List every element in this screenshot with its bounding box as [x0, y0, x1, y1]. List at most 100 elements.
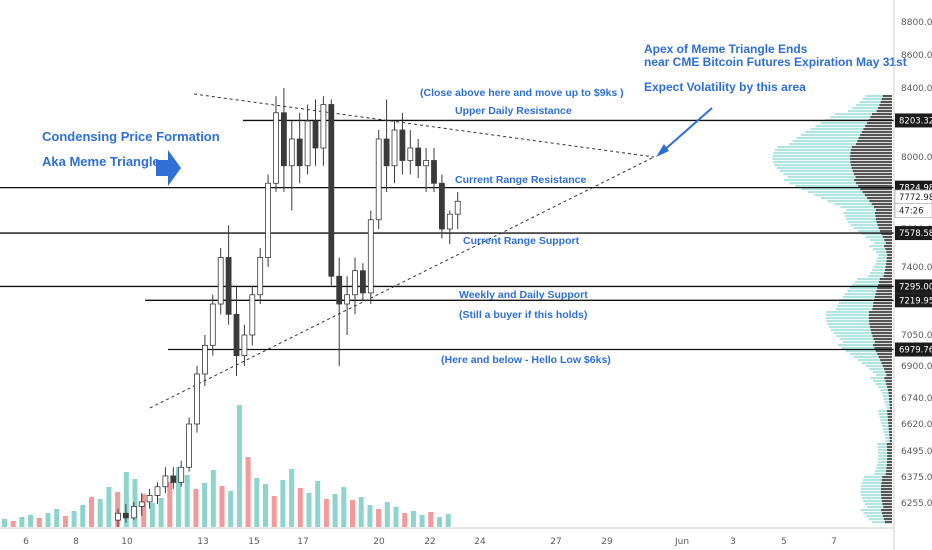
- volume-profile-bar: [871, 521, 885, 524]
- volume-profile-core: [888, 395, 892, 398]
- volume-profile-bar: [863, 500, 882, 503]
- candle-body: [399, 129, 406, 161]
- candle-body: [367, 219, 374, 294]
- volume-profile-core: [870, 116, 892, 119]
- volume-profile-bar: [847, 221, 877, 224]
- volume-profile-bar: [787, 176, 856, 179]
- volume-profile-core: [860, 188, 892, 191]
- volume-profile-core: [889, 398, 892, 401]
- candle-body: [273, 112, 279, 184]
- volume-profile-core: [888, 422, 892, 425]
- volume-profile-bar: [775, 149, 852, 152]
- volume-profile-core: [866, 122, 892, 125]
- candle-body: [217, 257, 224, 305]
- volume-profile-bar: [873, 380, 886, 383]
- price-tick-label: 8000.00: [901, 153, 932, 163]
- candle-body: [359, 270, 366, 294]
- price-label-text: 7219.95: [899, 296, 932, 306]
- time-tick-label: 17: [297, 537, 308, 547]
- price-tick-label: 8600.00: [901, 51, 932, 61]
- volume-profile-core: [876, 209, 892, 212]
- volume-profile-core: [887, 389, 892, 392]
- time-tick-label: 13: [197, 537, 208, 547]
- annotation-upper-daily: Upper Daily Resistance: [455, 105, 572, 117]
- candle-body: [304, 120, 311, 167]
- volume-profile-bar: [839, 338, 874, 341]
- volume-profile-bar: [881, 392, 889, 395]
- volume-profile-core: [878, 356, 892, 359]
- candle-body: [225, 257, 232, 315]
- volume-profile-core: [888, 392, 892, 395]
- volume-profile-core: [885, 473, 892, 476]
- volume-profile-core: [868, 314, 892, 317]
- volume-profile-core: [885, 242, 892, 245]
- volume-profile-core: [869, 326, 892, 329]
- volume-profile-bar: [849, 353, 878, 356]
- price-tick-label: 6740.00: [901, 394, 932, 404]
- volume-profile-core: [889, 431, 892, 434]
- price-tick-label: 8800.00: [901, 18, 932, 28]
- volume-profile-core: [880, 359, 892, 362]
- candle-body: [296, 138, 303, 167]
- volume-profile-core: [875, 215, 892, 218]
- volume-profile-bar: [842, 341, 875, 344]
- volume-profile-bar: [884, 401, 890, 404]
- volume-profile-core: [885, 371, 892, 374]
- volume-profile-core: [882, 503, 892, 506]
- volume-bar: [202, 483, 208, 527]
- volume-profile-bar: [877, 446, 887, 449]
- candle-body: [162, 475, 169, 488]
- volume-profile-core: [880, 491, 892, 494]
- volume-profile-core: [889, 404, 892, 407]
- volume-profile-bar: [853, 227, 879, 230]
- volume-bar: [350, 500, 355, 527]
- candle-body: [383, 138, 390, 167]
- time-axis[interactable]: 6 8 10 13 15 17 20 22 24 27 29 Jun 3 5 7: [23, 537, 837, 547]
- triangle-trendlines: [149, 93, 655, 409]
- volume-bar: [54, 509, 60, 527]
- volume-bar: [437, 517, 442, 527]
- volume-profile-core: [889, 434, 892, 437]
- volume-profile-core: [876, 221, 892, 224]
- time-tick-label: 29: [601, 537, 613, 547]
- volume-profile-core: [886, 446, 892, 449]
- volume-profile-bar: [807, 191, 863, 194]
- triangle-upper-line: [193, 93, 655, 158]
- volume-profile-bar: [883, 398, 890, 401]
- volume-bar: [254, 478, 260, 527]
- volume-profile-bar: [779, 170, 853, 173]
- volume-profile-core: [875, 350, 892, 353]
- volume-profile-core: [869, 323, 892, 326]
- volume-profile-bar: [844, 293, 876, 296]
- candle-body: [446, 213, 453, 230]
- volume-profile-bar: [861, 362, 882, 365]
- volume-bar: [419, 515, 425, 527]
- price-axis[interactable]: 8800.008600.008400.008200.008000.007800.…: [901, 18, 932, 509]
- volume-profile-bar: [884, 437, 890, 440]
- volume-profile-core: [873, 338, 892, 341]
- candle-body: [265, 182, 272, 258]
- volume-profile-core: [877, 224, 892, 227]
- volume-profile-core: [884, 239, 892, 242]
- volume-profile-bar: [869, 518, 884, 521]
- volume-profile-core: [882, 365, 892, 368]
- volume-profile-core: [871, 113, 892, 116]
- volume-bar: [2, 519, 7, 527]
- candle-body: [257, 257, 264, 296]
- volume-profile-bar: [880, 419, 888, 422]
- volume-profile-bar: [880, 389, 888, 392]
- volume-bar: [210, 470, 216, 527]
- volume-profile-bar: [792, 140, 858, 143]
- volume-profile-bar: [801, 188, 861, 191]
- volume-profile-core: [886, 461, 892, 464]
- price-label-text: 7772.98: [899, 193, 932, 203]
- volume-profile-core: [874, 347, 892, 350]
- volume-profile-core: [887, 455, 892, 458]
- volume-profile-bar: [865, 365, 883, 368]
- volume-profile-core: [888, 428, 892, 431]
- volume-profile-core: [886, 260, 892, 263]
- candle-body: [431, 160, 437, 184]
- volume-profile-bar: [828, 326, 870, 329]
